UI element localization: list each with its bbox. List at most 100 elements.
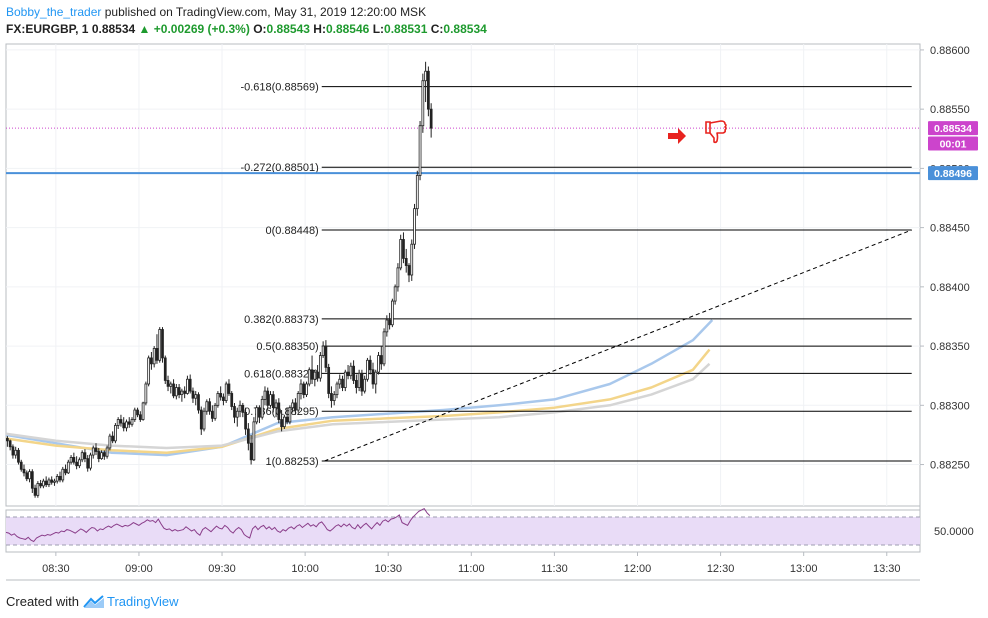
candle	[388, 312, 391, 330]
candle	[219, 386, 223, 401]
price-tick-label: 0.88350	[930, 341, 970, 353]
candle	[324, 340, 328, 373]
candle	[61, 466, 65, 483]
candle	[377, 352, 380, 375]
candle-body	[130, 419, 134, 425]
candle-body	[17, 449, 20, 463]
candle-body	[180, 390, 184, 396]
candle	[53, 478, 56, 486]
candle-body	[338, 378, 342, 385]
candle	[260, 395, 264, 420]
candle-body	[424, 70, 427, 82]
candle	[150, 352, 153, 370]
candle	[357, 369, 361, 392]
fib-level-label: 0.382(0.88373)	[244, 314, 319, 326]
candle-body	[33, 487, 37, 496]
candle-body	[19, 461, 23, 470]
candle-body	[64, 468, 67, 474]
candle	[105, 445, 109, 459]
candle-body	[252, 421, 256, 461]
candle-body	[346, 371, 350, 377]
price-axis[interactable]: 0.886000.885500.885000.884500.884000.883…	[920, 45, 970, 472]
high-value: 0.88546	[325, 22, 370, 36]
candle-body	[310, 369, 314, 380]
candle-body	[407, 265, 411, 276]
candle	[136, 407, 139, 418]
candle-body	[402, 239, 405, 259]
candle-body	[260, 398, 264, 418]
candle	[111, 431, 115, 444]
trendline[interactable]	[324, 229, 912, 462]
candle-body	[94, 447, 98, 452]
price-tag-label: 0.88534	[934, 123, 972, 135]
tradingview-brand[interactable]: TradingView	[106, 594, 179, 609]
symbol-name: FX:EURGBP, 1	[6, 22, 89, 36]
candle-body	[119, 419, 123, 424]
candle-body	[374, 371, 378, 385]
price-tick-label: 0.88600	[930, 45, 970, 57]
candle-body	[191, 390, 195, 399]
candle-body	[197, 394, 200, 411]
candle-body	[418, 125, 422, 176]
candle	[127, 417, 131, 428]
candle-body	[61, 468, 65, 481]
trendline-dashed[interactable]	[324, 229, 912, 462]
candle	[332, 391, 336, 406]
candle	[280, 410, 283, 432]
candle	[89, 452, 92, 471]
low-value: 0.88531	[384, 22, 428, 36]
time-axis[interactable]: 08:30 09:00 09:30 10:00 10:30 11:00 11:30 12:00…	[42, 552, 901, 575]
candle-body	[343, 371, 347, 388]
candle-body	[213, 404, 217, 419]
moving-average-fast	[5, 319, 714, 457]
candle-body	[133, 409, 137, 420]
price-tag-box	[928, 121, 978, 136]
candle	[341, 375, 344, 392]
candle-body	[91, 447, 95, 456]
candle	[144, 381, 148, 406]
moving-average-mid	[5, 348, 711, 454]
author-name[interactable]: Bobby_the_trader	[6, 5, 102, 19]
fib-level-label: 0(0.88448)	[266, 225, 319, 237]
candle-body	[421, 80, 425, 127]
candle-body	[127, 421, 131, 425]
candle	[6, 436, 9, 447]
time-tick-label: 10:30	[374, 563, 402, 575]
main-pane[interactable]	[5, 43, 921, 507]
candle	[241, 402, 245, 418]
candle-body	[155, 348, 159, 361]
candle	[108, 433, 112, 451]
candle-body	[144, 383, 148, 404]
candle-body	[105, 447, 109, 457]
candle-body	[125, 421, 128, 429]
candle-body	[224, 383, 228, 401]
price-tick-label: 0.88250	[930, 460, 970, 472]
candle	[269, 391, 272, 408]
candle-body	[393, 286, 397, 302]
candle	[155, 334, 159, 364]
candle	[22, 464, 26, 477]
candle	[197, 392, 200, 414]
candle	[47, 477, 51, 488]
candle-body	[58, 475, 62, 481]
candle	[352, 360, 355, 384]
candle	[407, 263, 411, 283]
candle-body	[294, 402, 297, 411]
candle-body	[285, 416, 289, 423]
candle-body	[388, 319, 391, 326]
candle	[424, 61, 427, 103]
candle-body	[205, 401, 209, 412]
candle-body	[330, 393, 333, 401]
fib-level-label: 0.5(0.88350)	[256, 341, 318, 353]
candle	[385, 315, 389, 337]
candle	[30, 469, 34, 493]
candle	[393, 284, 397, 305]
candle-body	[172, 383, 175, 397]
candle	[391, 298, 394, 328]
candle-body	[44, 480, 48, 486]
candle	[50, 476, 54, 485]
tradingview-logo-icon[interactable]	[83, 595, 105, 609]
candle	[191, 387, 195, 403]
candle	[427, 66, 430, 117]
